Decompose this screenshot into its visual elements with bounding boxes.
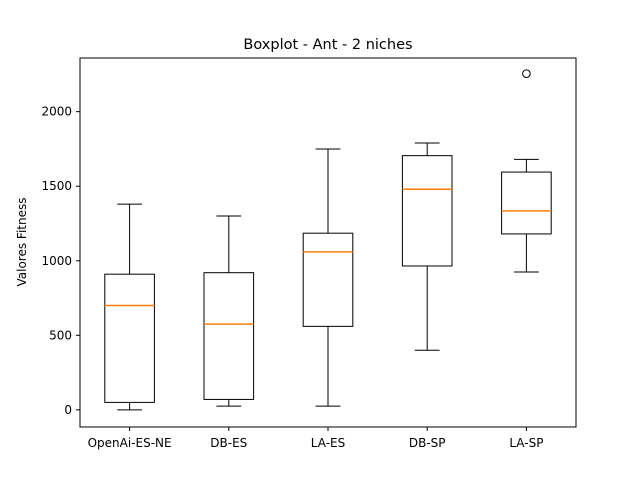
x-tick-label: DB-ES <box>210 436 247 450</box>
box-group <box>401 142 453 351</box>
y-axis-label: Valores Fitness <box>15 198 29 287</box>
y-tick-label: 1000 <box>41 254 72 268</box>
chart-title: Boxplot - Ant - 2 niches <box>243 37 412 53</box>
y-tick-label: 2000 <box>41 105 72 119</box>
y-tick-label: 0 <box>64 403 72 417</box>
box-group <box>203 215 255 407</box>
box-iqr <box>401 155 453 267</box>
box-group <box>104 203 155 411</box>
y-tick-label: 1500 <box>41 179 72 193</box>
box-iqr <box>302 232 354 327</box>
x-tick-label: DB-SP <box>409 436 446 450</box>
outlier-point <box>522 69 531 78</box>
x-tick-label: LA-SP <box>509 436 543 450</box>
plot-frame <box>79 57 577 428</box>
box-group <box>302 148 354 407</box>
box-group <box>501 69 552 273</box>
x-axis-ticks: OpenAi-ES-NE DB-ES LA-ES DB-SP LA-SP <box>88 427 543 450</box>
boxes-layer <box>104 69 552 411</box>
box-iqr <box>501 171 552 235</box>
box-iqr <box>203 272 255 400</box>
x-tick-label: LA-ES <box>311 436 345 450</box>
box-iqr <box>104 273 155 403</box>
y-axis-ticks: 0 500 1000 1500 2000 <box>41 105 80 417</box>
x-tick-label: OpenAi-ES-NE <box>88 436 172 450</box>
y-tick-label: 500 <box>49 328 72 342</box>
